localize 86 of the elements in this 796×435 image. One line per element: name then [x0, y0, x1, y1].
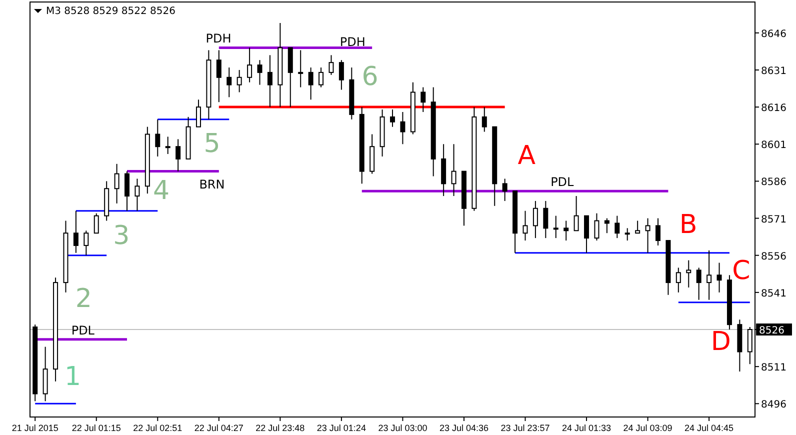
candlestick [155, 118, 160, 157]
candlestick [165, 136, 170, 155]
candlestick [747, 326, 752, 365]
candlestick [134, 178, 140, 212]
candlestick [338, 60, 344, 90]
y-tick-label: 8631 [761, 66, 786, 77]
candlestick [298, 50, 304, 88]
candlestick [594, 212, 600, 242]
x-tick-label: 22 Jul 23:48 [256, 423, 305, 433]
candlestick [124, 170, 130, 212]
ref-line-label: 8526 [759, 326, 784, 336]
annotation: 4 [152, 176, 170, 206]
candlestick [84, 230, 89, 256]
candlestick [308, 67, 314, 100]
annotation: B [679, 210, 698, 240]
y-tick-label: 8541 [761, 288, 786, 300]
candlestick [584, 215, 590, 254]
candlestick [94, 212, 99, 234]
annotation: A [518, 141, 536, 171]
candlestick [420, 86, 426, 112]
candlestick [574, 196, 579, 232]
y-tick-label: 8571 [761, 214, 786, 226]
x-tick-label: 23 Jul 23:57 [500, 423, 550, 433]
candlestick [328, 54, 334, 76]
candlestick [114, 163, 120, 204]
candlestick [267, 54, 272, 108]
candlestick [318, 67, 324, 88]
annotation: 1 [64, 362, 82, 392]
candlestick [216, 50, 222, 103]
candlestick [706, 250, 712, 300]
series-label: PDL [71, 323, 95, 338]
x-tick-label: 24 Jul 01:33 [562, 423, 612, 433]
series-label: PDH [206, 32, 232, 46]
series-label: BRN [199, 177, 225, 192]
candlestick [502, 178, 508, 202]
candlestick [176, 138, 181, 172]
candlestick [676, 267, 681, 293]
candlestick [564, 220, 569, 242]
candlestick [522, 210, 528, 242]
annotation: PDH [340, 35, 366, 49]
candlestick [247, 47, 252, 83]
candlestick [451, 144, 456, 197]
candlestick [236, 69, 242, 93]
candlestick [624, 228, 630, 242]
x-tick-label: 23 Jul 04:36 [439, 423, 488, 433]
candlestick [543, 200, 548, 239]
candlestick [716, 262, 722, 293]
y-tick-label: 8601 [761, 140, 786, 152]
candlestick [645, 218, 650, 254]
candlestick [400, 111, 406, 145]
candlestick [655, 218, 660, 246]
annotation: 6 [362, 62, 378, 92]
x-tick-label: 23 Jul 03:00 [378, 423, 428, 433]
annotation: 3 [113, 221, 130, 251]
candlestick [482, 106, 487, 132]
chart-title: M3 8528 8529 8522 8526 [46, 6, 176, 17]
series-label: PDL [550, 175, 574, 190]
candlestick [257, 60, 262, 86]
candlestick [635, 220, 640, 234]
candlestick [696, 267, 702, 300]
candlestick [614, 215, 620, 239]
x-tick-label: 22 Jul 01:15 [72, 423, 121, 433]
candlestick [196, 99, 201, 128]
x-tick-label: 24 Jul 04:45 [684, 423, 734, 433]
y-tick-label: 8616 [761, 103, 786, 114]
x-tick-label: 21 Jul 2015 [12, 423, 58, 433]
candlestick [73, 210, 78, 254]
candlestick [604, 218, 610, 234]
y-tick-label: 8556 [761, 251, 786, 262]
annotation: D [710, 327, 731, 357]
candlestick [553, 215, 558, 239]
candlestick [532, 200, 538, 239]
x-tick-label: 24 Jul 03:09 [623, 423, 672, 433]
annotation: C [732, 256, 750, 286]
x-tick-label: 22 Jul 04:27 [194, 423, 244, 433]
y-tick-label: 8511 [761, 362, 786, 374]
annotation: 5 [204, 129, 220, 159]
candlestick [390, 109, 395, 128]
y-tick-label: 8586 [761, 177, 786, 188]
annotation: 2 [75, 284, 92, 314]
y-tick-label: 8646 [761, 28, 786, 40]
x-tick-label: 23 Jul 01:24 [316, 423, 366, 433]
candlestick [226, 67, 232, 98]
x-tick-label: 22 Jul 02:51 [133, 423, 182, 433]
candlestick [686, 260, 692, 288]
y-tick-label: 8496 [761, 400, 786, 411]
